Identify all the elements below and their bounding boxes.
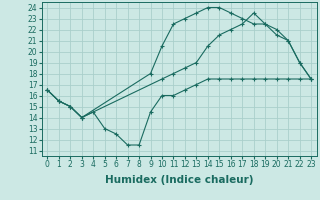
X-axis label: Humidex (Indice chaleur): Humidex (Indice chaleur)	[105, 175, 253, 185]
